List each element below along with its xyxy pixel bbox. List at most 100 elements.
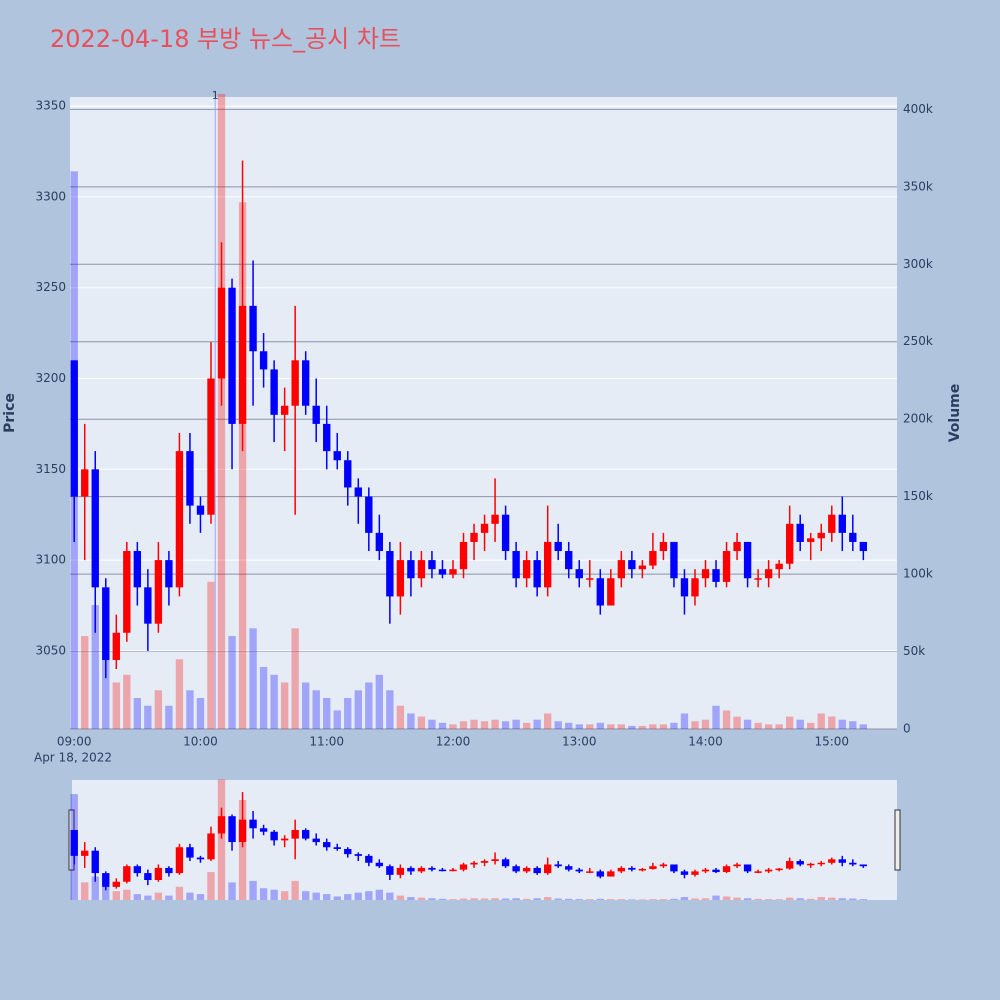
volume-bar (91, 605, 99, 729)
mini-candle-body (302, 830, 310, 839)
volume-bar (112, 682, 120, 729)
mini-volume-bar (785, 897, 794, 900)
mini-volume-bar (302, 891, 310, 900)
candle-body (354, 487, 362, 497)
mini-candle-body (512, 866, 520, 872)
volume-bar (838, 719, 846, 729)
mini-candle-body (607, 871, 615, 877)
mini-volume-bar (291, 880, 299, 900)
mini-candle-body (70, 830, 78, 856)
volume-bar (386, 690, 394, 729)
volume-bar (764, 724, 773, 729)
candle-body (333, 451, 341, 461)
mini-candle-body (701, 869, 710, 872)
mini-volume-bar (565, 898, 573, 900)
candle-body (112, 632, 120, 660)
candle-body (586, 578, 594, 580)
candle-body (617, 560, 626, 579)
mini-candle-body (459, 864, 468, 870)
mini-volume-bar (91, 876, 99, 900)
mini-candle-body (386, 866, 394, 875)
candle-body (796, 523, 804, 542)
mini-volume-bar (670, 898, 678, 900)
mini-volume-bar (323, 894, 331, 900)
slider-handle-right[interactable] (894, 809, 901, 871)
mini-volume-bar (849, 898, 857, 900)
volume-bar (659, 724, 668, 729)
mini-volume-bar (81, 882, 89, 900)
candle-body (280, 405, 289, 415)
mini-candle-body (817, 862, 825, 865)
volume-bar (522, 722, 531, 729)
x-tick-label: 10:00 (183, 735, 218, 749)
mini-candle-body (270, 831, 278, 841)
volume-bar (817, 713, 825, 729)
volume-bar (691, 721, 699, 729)
mini-candle-body (638, 868, 647, 871)
candle-body (859, 541, 868, 552)
volume-bar (512, 719, 520, 729)
mini-candle-body (849, 862, 857, 865)
candle-body (743, 541, 752, 579)
volume-bar (417, 716, 426, 729)
candle-body (259, 351, 268, 370)
candle-body (375, 532, 384, 552)
y-tick-label: 3200 (35, 371, 66, 385)
volume-bar (259, 667, 268, 729)
mini-candle-body (323, 842, 331, 848)
mini-candle-body (396, 867, 405, 875)
mini-candle-body (154, 867, 163, 880)
candle-body (701, 569, 710, 579)
mini-volume-bar (217, 779, 226, 900)
y-tick-label: 3350 (35, 99, 66, 113)
candle-body (575, 569, 583, 579)
mini-volume-bar (796, 898, 804, 900)
mini-candle-body (522, 867, 531, 872)
mini-volume-bar (512, 898, 520, 900)
mini-volume-bar (438, 898, 447, 900)
volume-bar (154, 690, 163, 729)
volume-bar (670, 722, 678, 729)
plot-area (70, 97, 897, 729)
chart-title: 2022-04-18 부방 뉴스_공시 차트 (50, 25, 401, 53)
mini-candle-body (407, 867, 415, 872)
mini-candle-body (91, 850, 99, 874)
mini-candle-body (617, 867, 626, 872)
mini-volume-bar (543, 897, 552, 900)
volume-bar (586, 724, 594, 729)
candle-body (649, 551, 657, 566)
mini-volume-bar (333, 896, 341, 900)
mini-candle-body (775, 868, 783, 871)
mini-candle-body (449, 869, 457, 872)
candle-body (428, 560, 436, 570)
y-tick-label: 3150 (35, 462, 66, 476)
range-slider[interactable] (72, 780, 897, 900)
mini-volume-bar (165, 895, 173, 900)
mini-candle-body (491, 859, 499, 862)
x-tick-label: 15:00 (814, 735, 849, 749)
mini-candle-body (217, 816, 226, 834)
mini-candle-body (565, 866, 573, 870)
mini-volume-bar (270, 889, 278, 900)
mini-volume-bar (123, 889, 131, 900)
volume-bar (743, 719, 752, 729)
volume-bar (186, 690, 194, 729)
volume-bar (407, 713, 415, 729)
candle-body (659, 541, 668, 552)
mini-candle-body (712, 869, 720, 873)
mini-volume-bar (196, 894, 205, 900)
mini-candle-body (785, 861, 794, 869)
mini-candle-body (764, 869, 773, 872)
candle-body (638, 565, 647, 570)
volume-bar (701, 719, 710, 729)
mini-volume-bar (344, 894, 352, 900)
y2-tick-label: 250k (903, 334, 933, 348)
mini-volume-bar (312, 892, 320, 900)
mini-candle-body (796, 861, 804, 865)
volume-bar (428, 719, 436, 729)
volume-bar (228, 636, 236, 729)
mini-volume-bar (649, 899, 657, 900)
mini-volume-bar (828, 897, 836, 900)
candle-body (102, 587, 110, 660)
